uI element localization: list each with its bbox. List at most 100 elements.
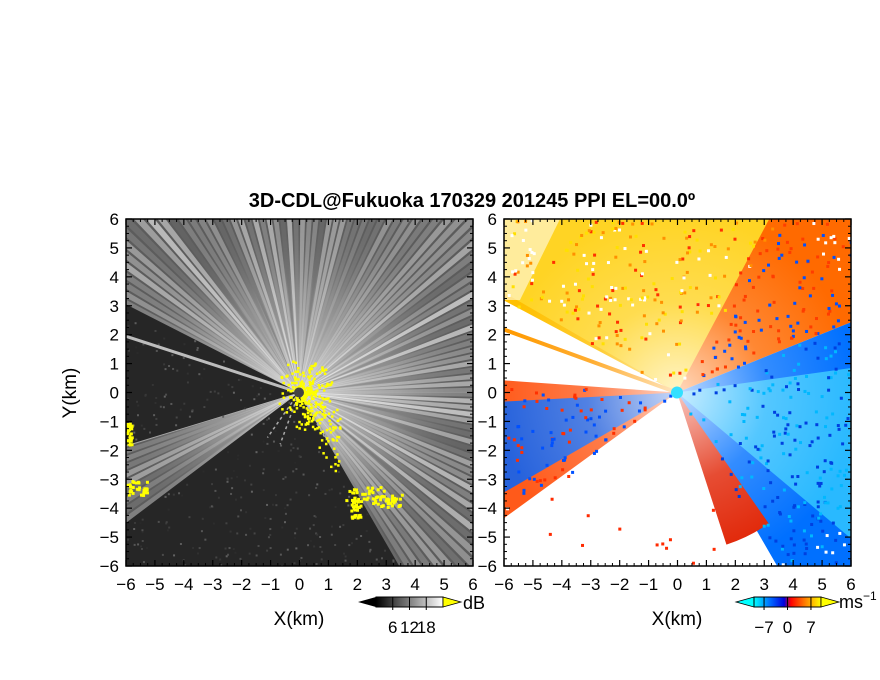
x-axis-label-right: X(km) [652,609,703,630]
snr-echo-pixel [325,428,329,432]
velocity-speck [681,257,685,261]
snr-noise [295,491,298,494]
snr-noise [175,424,178,427]
snr-echo-pixel [126,439,130,443]
velocity-speck [618,303,622,307]
velocity-speck [525,253,529,257]
velocity-speck [775,317,779,321]
velocity-speck [605,295,609,299]
velocity-speck [717,304,721,308]
velocity-speck [743,361,747,365]
snr-noise [178,492,181,495]
velocity-speck [550,441,554,445]
velocity-speck [830,289,834,293]
snr-noise [266,549,269,552]
snr-noise [164,368,167,371]
velocity-speck [759,328,763,332]
velocity-speck [531,429,535,433]
snr-streak [299,392,432,566]
y-tick-label: −6 [478,557,497,576]
snr-echo-pixel [371,486,375,490]
velocity-speck [660,300,664,304]
velocity-specks [506,219,851,566]
snr-echo-pixel [142,493,146,497]
snr-echo-pixel [362,497,366,501]
snr-echo-pixel [328,400,332,403]
velocity-speck [610,227,614,231]
velocity-speck [619,344,623,348]
snr-echo-pixel [382,489,386,493]
snr-streak [126,392,299,504]
velocity-speck [763,505,767,509]
velocity-speck [655,322,659,326]
snr-streak [245,219,299,393]
velocity-speck [720,457,724,461]
snr-streak [237,219,299,393]
snr-echo-pixel [382,495,386,499]
velocity-speck [675,260,679,264]
snr-noise [163,395,166,398]
velocity-speck [709,296,713,300]
velocity-speck [614,330,618,334]
snr-echo-pixel [285,411,289,414]
snr-echo-pixel [318,395,321,398]
snr-noise [192,546,195,549]
velocity-speck [613,228,617,232]
velocity-speck [668,538,672,542]
snr-noise [322,469,325,472]
velocity-speck [716,382,720,386]
velocity-speck [678,321,682,325]
velocity-speck [736,365,740,369]
velocity-speck [711,508,715,512]
velocity-speck [768,389,772,393]
snr-noise [155,396,158,399]
snr-echo-pixel [359,515,363,519]
velocity-speck [831,551,835,555]
velocity-speck [778,233,782,237]
velocity-speck [816,237,820,241]
snr-echo-pixel [331,426,335,429]
snr-echo-pixel [293,410,296,414]
velocity-speck [826,312,830,316]
velocity-speck [597,415,601,419]
velocity-speck [640,221,644,225]
velocity-speck [614,286,618,290]
velocity-speck [742,419,746,423]
velocity-speck [841,245,845,249]
velocity-speck [790,559,794,563]
velocity-speck [641,244,645,248]
velocity-speck [793,504,797,508]
snr-echo-pixel [311,391,314,394]
velocity-speck [808,294,812,298]
velocity-speck [548,299,552,303]
snr-echo-pixel [130,443,134,447]
velocity-speck [577,307,581,311]
velocity-speck [506,507,510,511]
velocity-speck [521,261,525,265]
snr-echo-pixel [306,409,310,412]
velocity-speck [623,286,627,290]
snr-noise [186,381,189,384]
velocity-speck [680,289,684,293]
velocity-speck [816,545,820,549]
velocity-speck [747,257,751,261]
velocity-speck [572,252,576,256]
velocity-speck [746,406,750,410]
snr-noise [219,558,222,561]
snr-echo-pixel [373,497,377,501]
snr-echo-pixel [310,364,313,368]
snr-echo-pixel [381,504,385,508]
snr-echo-pixel [338,426,342,429]
velocity-speck [517,305,521,309]
velocity-speck [726,247,730,251]
snr-noise [275,504,278,507]
velocity-speck [803,552,807,556]
velocity-speck [713,355,717,359]
velocity-speck [770,375,774,379]
velocity-speck [782,353,786,357]
snr-streak [299,219,319,393]
snr-noise [248,552,251,555]
snr-streak [126,251,299,393]
snr-echo-pixel [286,374,289,378]
